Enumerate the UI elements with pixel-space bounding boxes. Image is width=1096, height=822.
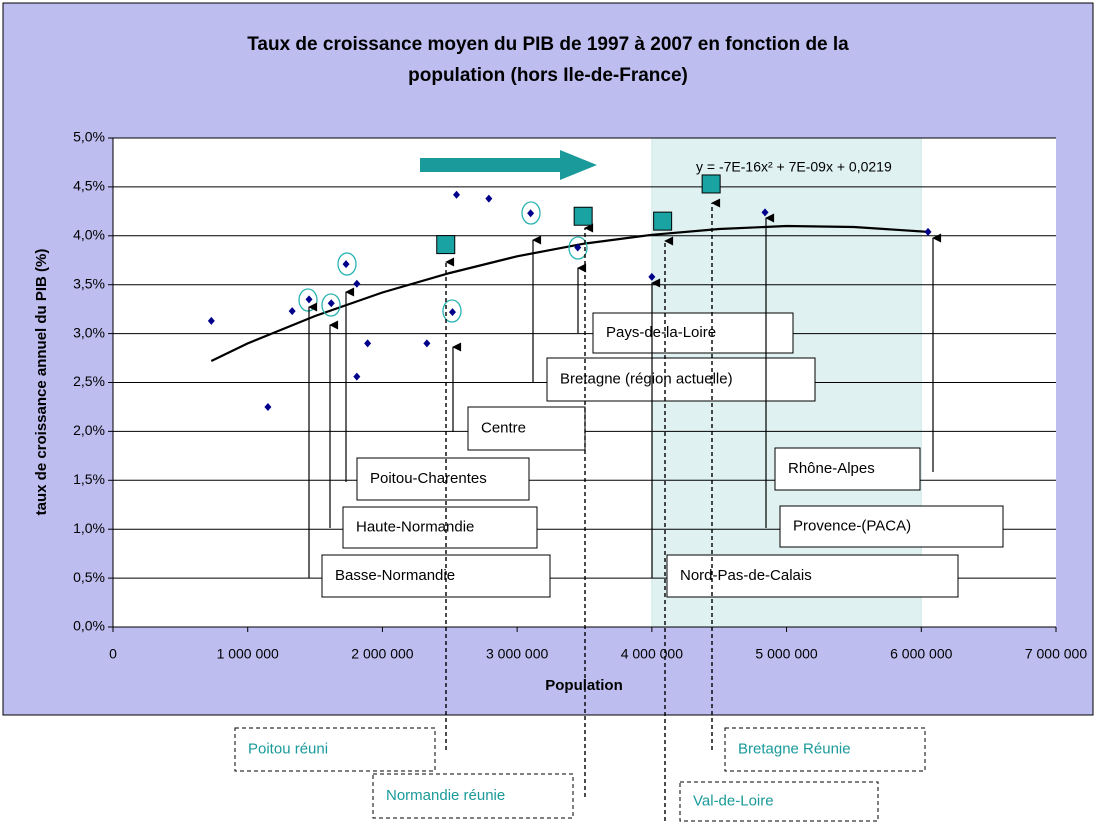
data-point <box>327 299 335 308</box>
annotation-box <box>774 447 921 491</box>
reunion-box <box>679 781 879 822</box>
y-tick-label: 2,0% <box>73 422 105 438</box>
x-tick-label: 6 000 000 <box>890 646 952 662</box>
highlight-circle <box>337 252 357 276</box>
reunion-box <box>234 727 436 772</box>
y-tick-label: 1,5% <box>73 471 105 487</box>
data-point <box>353 279 361 288</box>
y-tick-label: 0,0% <box>73 618 105 634</box>
highlight-circle <box>321 293 341 317</box>
y-tick-label: 3,5% <box>73 275 105 291</box>
highlight-circle <box>442 299 462 323</box>
annotation-box <box>779 505 1004 548</box>
data-square <box>701 174 721 194</box>
reunion-box <box>724 727 926 772</box>
data-point <box>924 227 932 236</box>
annotation-label: Basse-Normandie <box>335 567 455 584</box>
data-point <box>453 190 461 199</box>
highlight-circle <box>521 201 541 225</box>
y-tick-label: 4,0% <box>73 227 105 243</box>
annotation-box <box>592 312 794 354</box>
trendline <box>210 224 929 362</box>
annotation-label: Rhône-Alpes <box>788 460 875 477</box>
data-point <box>448 308 456 317</box>
chart-title: population (hors Ile-de-France) <box>408 65 688 86</box>
x-axis-title: Population <box>545 677 623 694</box>
y-tick-label: 2,5% <box>73 373 105 389</box>
y-tick-label: 3,0% <box>73 324 105 340</box>
reunion-label: Val-de-Loire <box>693 792 774 809</box>
data-point <box>574 243 582 252</box>
reunion-label: Poitou réuni <box>248 740 328 757</box>
reunion-label: Bretagne Réunie <box>738 740 851 757</box>
annotation-label: Pays-de-la-Loire <box>606 324 716 341</box>
highlight-circle <box>298 288 318 312</box>
annotation-box <box>342 506 538 549</box>
data-point <box>485 194 493 203</box>
data-point <box>364 339 372 348</box>
annotation-box <box>356 457 530 501</box>
data-point <box>423 339 431 348</box>
data-square <box>573 206 593 226</box>
annotation-label: Provence-(PACA) <box>793 517 911 534</box>
x-tick-label: 4 000 000 <box>621 646 683 662</box>
data-square <box>436 235 456 255</box>
y-tick-label: 1,0% <box>73 520 105 536</box>
x-tick-label: 5 000 000 <box>755 646 817 662</box>
annotation-label: Poitou-Charentes <box>370 470 487 487</box>
annotation-label: Haute-Normandie <box>356 518 474 535</box>
annotation-label: Nord-Pas-de-Calais <box>680 567 812 584</box>
annotation-box <box>666 554 959 598</box>
annotation-box <box>546 357 816 402</box>
data-point <box>207 316 215 325</box>
annotation-label: Centre <box>481 419 526 436</box>
reunion-label: Normandie réunie <box>386 787 505 804</box>
x-tick-label: 7 000 000 <box>1025 646 1087 662</box>
annotation-label: Bretagne (région actuelle) <box>560 370 733 387</box>
x-tick-label: 3 000 000 <box>486 646 548 662</box>
y-tick-label: 5,0% <box>73 129 105 145</box>
data-square <box>653 211 673 231</box>
x-tick-label: 2 000 000 <box>351 646 413 662</box>
annotation-box <box>467 406 586 451</box>
highlight-circles <box>298 201 588 323</box>
trend-arrow <box>420 150 597 180</box>
reunion-box <box>372 773 574 819</box>
data-point <box>305 295 313 304</box>
chart-title: Taux de croissance moyen du PIB de 1997 … <box>247 34 849 55</box>
data-point <box>527 209 535 218</box>
x-tick-label: 1 000 000 <box>217 646 279 662</box>
data-point <box>342 260 350 269</box>
y-axis-title: taux de croissance annuel du PIB (%) <box>33 249 50 516</box>
data-point <box>353 372 361 381</box>
data-point <box>288 307 296 316</box>
x-tick-label: 0 <box>109 646 117 662</box>
highlight-circle <box>568 236 588 260</box>
marks <box>207 174 932 411</box>
data-point <box>264 402 272 411</box>
y-tick-label: 0,5% <box>73 569 105 585</box>
trendline-equation: y = -7E-16x² + 7E-09x + 0,0219 <box>696 159 892 175</box>
annotation-box <box>321 554 551 598</box>
y-tick-label: 4,5% <box>73 178 105 194</box>
